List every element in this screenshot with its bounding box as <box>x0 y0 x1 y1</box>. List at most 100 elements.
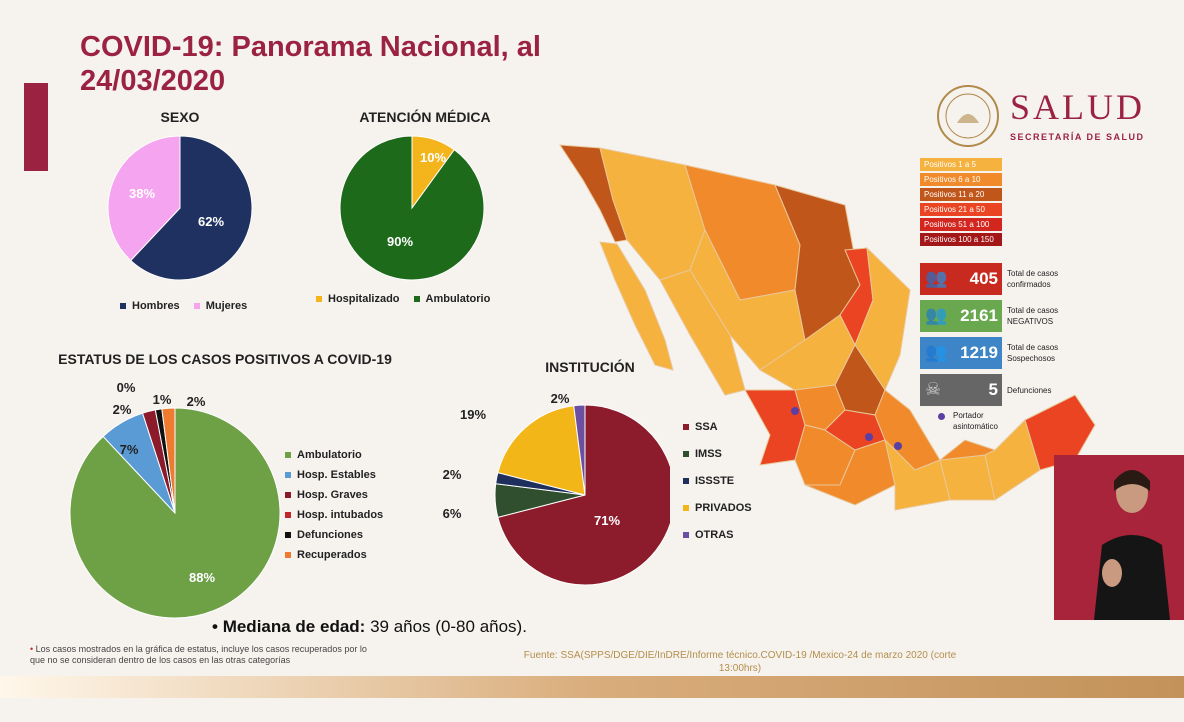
kpi-label-line: Total de casos <box>1007 343 1059 352</box>
kpi-box: ☠ 5 <box>920 374 1002 406</box>
kpi-row: ☠ 5 Defunciones <box>920 374 1058 406</box>
kpi-value: 1219 <box>960 343 998 362</box>
data-label: 2% <box>443 467 462 482</box>
footer-band <box>0 676 1184 698</box>
legend-atencion: Hospitalizado Ambulatorio <box>316 293 490 305</box>
legend-label: IMSS <box>695 448 722 460</box>
legend-item: Hosp. Graves <box>285 489 383 501</box>
data-label: 88% <box>189 570 215 585</box>
legend-label: Hosp. intubados <box>297 509 384 521</box>
pie-atencion: 10% 90% <box>339 135 485 281</box>
people-icon: 👥 <box>925 342 948 362</box>
pie-slice-hombres <box>130 135 253 281</box>
sign-language-interpreter-video <box>1054 455 1184 620</box>
map-legend-item: Positivos 100 a 150 <box>920 233 1002 246</box>
map-legend: Positivos 1 a 5 Positivos 6 a 10 Positivos… <box>920 158 1002 248</box>
legend-institucion: SSA IMSS ISSSTE PRIVADOS OTRAS <box>683 421 752 541</box>
kpi-value: 2161 <box>960 306 998 325</box>
data-label: 62% <box>198 214 224 229</box>
legend-swatch <box>285 552 291 558</box>
carrier-dot <box>791 407 799 415</box>
kpi-row: 👥 1219 Total de casos Sospechosos <box>920 337 1058 369</box>
legend-item: Ambulatorio <box>285 449 383 461</box>
legend-label: OTRAS <box>695 529 734 541</box>
data-label: 2% <box>187 394 206 409</box>
legend-swatch <box>285 532 291 538</box>
legend-label: PRIVADOS <box>695 502 752 514</box>
people-icon: 👥 <box>925 305 948 325</box>
chart-title-atencion: ATENCIÓN MÉDICA <box>359 109 491 125</box>
carrier-dot <box>865 433 873 441</box>
map-legend-item: Positivos 21 a 50 <box>920 203 1002 216</box>
legend-item: ISSSTE <box>683 475 752 487</box>
map-baja-sur <box>599 241 674 371</box>
carrier-label-2: asintomático <box>953 422 998 431</box>
legend-swatch <box>285 452 291 458</box>
carrier-dot-icon <box>938 413 945 420</box>
data-label: 2% <box>113 402 132 417</box>
data-label: 7% <box>120 442 139 457</box>
logo-word: SALUD <box>1010 87 1146 127</box>
kpi-box: 👥 405 <box>920 263 1002 295</box>
legend-item: OTRAS <box>683 529 752 541</box>
legend-item: Hombres <box>120 300 180 312</box>
pie-slice-privados <box>497 405 586 496</box>
map-legend-item: Positivos 11 a 20 <box>920 188 1002 201</box>
accent-bar <box>24 83 48 171</box>
legend-swatch <box>285 512 291 518</box>
pie-slice-ssa <box>497 404 670 586</box>
map-legend-item: Positivos 1 a 5 <box>920 158 1002 171</box>
legend-swatch <box>413 296 420 302</box>
footnote-text: Los casos mostrados en la gráfica de est… <box>30 644 367 665</box>
interpreter-figure <box>1054 455 1184 620</box>
map-jalisco <box>744 389 806 466</box>
source: Fuente: SSA(SPPS/DGE/DIE/InDRE/Informe t… <box>460 649 1020 675</box>
median-value: 39 años (0-80 años). <box>370 617 527 636</box>
kpi-label-line: Total de casos <box>1007 269 1059 278</box>
data-label: 90% <box>387 234 413 249</box>
legend-swatch <box>683 451 689 457</box>
legend-swatch <box>683 505 689 511</box>
chart-title-estatus: ESTATUS DE LOS CASOS POSITIVOS A COVID-1… <box>58 351 392 367</box>
kpi-box: 👥 2161 <box>920 300 1002 332</box>
legend-label: ISSSTE <box>695 475 735 487</box>
kpi-label: Total de casos NEGATIVOS <box>1007 305 1058 327</box>
kpi-value: 405 <box>969 269 998 288</box>
legend-sexo: Hombres Mujeres <box>120 300 247 312</box>
carrier-legend: Portador asintomático <box>938 410 998 432</box>
skull-icon: ☠ <box>925 379 942 399</box>
legend-label: Ambulatorio <box>297 449 362 461</box>
kpi-label: Defunciones <box>1007 385 1051 396</box>
carrier-label-1: Portador <box>953 411 984 420</box>
legend-label: Hospitalizado <box>328 293 400 305</box>
chart-title-institucion: INSTITUCIÓN <box>545 359 635 375</box>
pie-slice-recuperados <box>161 407 176 514</box>
pie-slice-ambulatorio <box>69 407 281 619</box>
legend-label: Ambulatorio <box>425 293 491 305</box>
logo-sub: SECRETARÍA DE SALUD <box>1010 132 1145 142</box>
kpi-box: 👥 1219 <box>920 337 1002 369</box>
median-age: • Mediana de edad: 39 años (0-80 años). <box>212 617 527 636</box>
map-campeche <box>984 419 1041 501</box>
pie-slice-otras <box>573 404 586 496</box>
data-label: 71% <box>594 513 620 528</box>
legend-item: Recuperados <box>285 549 383 561</box>
legend-label: Recuperados <box>297 549 367 561</box>
map-legend-item: Positivos 6 a 10 <box>920 173 1002 186</box>
kpi-label-line: confirmados <box>1007 280 1051 289</box>
kpi-label: Total de casos Sospechosos <box>1007 342 1058 364</box>
legend-swatch <box>193 303 200 309</box>
title-line-2: 24/03/2020 <box>80 65 226 97</box>
legend-item: Hosp. intubados <box>285 509 383 521</box>
legend-label: Mujeres <box>205 300 248 312</box>
legend-label: SSA <box>695 421 718 433</box>
legend-item: Hospitalizado <box>316 293 400 305</box>
kpi-label: Total de casos confirmados <box>1007 268 1058 290</box>
source-line-2: 13:00hrs) <box>718 663 762 674</box>
people-icon: 👥 <box>925 268 948 288</box>
legend-swatch <box>285 492 291 498</box>
chart-title-sexo: SEXO <box>160 109 200 125</box>
legend-label: Defunciones <box>297 529 364 541</box>
data-label: 0% <box>117 380 136 395</box>
footnote: • Los casos mostrados en la gráfica de e… <box>30 644 367 665</box>
